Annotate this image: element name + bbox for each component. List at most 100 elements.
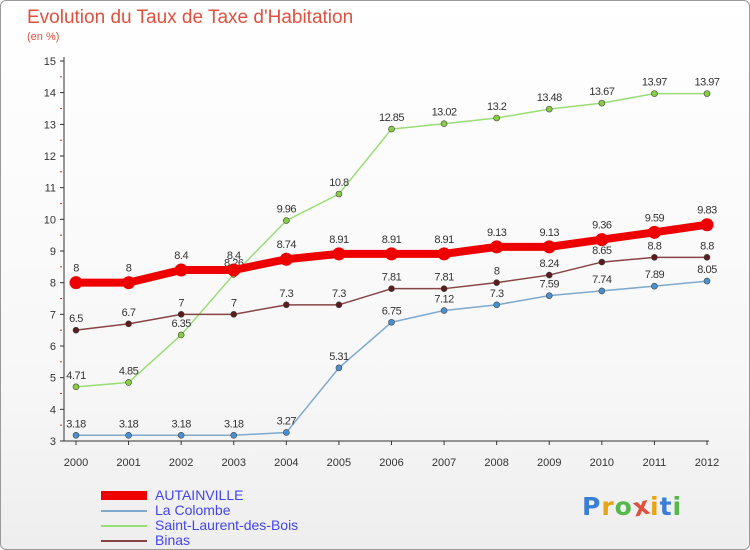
y-tick-label: 15 [44, 56, 56, 68]
data-label: 13.97 [642, 77, 667, 89]
data-point [125, 379, 132, 386]
x-tick-label: 2008 [484, 457, 508, 469]
x-tick-label: 2003 [222, 457, 246, 469]
data-label: 6.75 [382, 305, 402, 317]
data-label: 3.27 [277, 415, 297, 427]
logo-letter: P [582, 492, 602, 521]
x-tick-label: 2009 [537, 457, 561, 469]
data-label: 9.36 [592, 220, 612, 232]
chart-subtitle: (en %) [27, 31, 60, 43]
data-label: 9.13 [487, 227, 507, 239]
logo-letter: i [672, 492, 683, 521]
data-point [279, 252, 293, 266]
data-label: 4.71 [66, 370, 86, 382]
data-label: 7.81 [382, 272, 402, 284]
logo-letter: r [601, 492, 615, 521]
y-tick-label: 10 [44, 214, 56, 226]
data-label: 6.35 [171, 318, 191, 330]
data-label: 8.91 [329, 234, 349, 246]
legend-label: La Colombe [155, 502, 231, 518]
legend-item-autainville: AUTAINVILLE [101, 488, 298, 503]
x-tick-label: 2004 [274, 457, 298, 469]
data-point [651, 254, 658, 261]
legend-item-la-colombe: La Colombe [101, 503, 298, 518]
data-label: 3.18 [119, 418, 139, 430]
data-label: 6.7 [122, 307, 136, 319]
data-point [440, 285, 448, 292]
data-label: 7.74 [592, 274, 612, 286]
data-point [545, 292, 553, 299]
x-tick-label: 2005 [327, 457, 351, 469]
y-tick-label: 11 [45, 183, 56, 195]
data-label: 12.85 [379, 112, 404, 124]
data-label: 8 [494, 266, 500, 278]
y-tick-label: 6 [50, 341, 56, 353]
data-point [545, 271, 553, 279]
y-tick-label: 7 [50, 309, 56, 321]
x-tick-label: 2007 [432, 457, 456, 469]
data-point [440, 120, 448, 127]
data-point [440, 307, 448, 314]
data-point [542, 240, 556, 254]
data-point [177, 431, 185, 439]
data-label: 7.3 [490, 288, 504, 300]
logo-letter: t [659, 492, 673, 521]
data-point [437, 247, 451, 261]
data-point [700, 218, 714, 232]
data-point [283, 429, 290, 436]
data-point [174, 263, 188, 277]
data-label: 8 [126, 263, 132, 275]
data-point [595, 233, 609, 247]
legend-label: AUTAINVILLE [155, 487, 244, 503]
data-label: 7.12 [434, 294, 454, 306]
proxiti-logo: Proxiti [582, 491, 683, 523]
data-label: 8.8 [648, 240, 662, 252]
legend-swatch [101, 491, 147, 500]
data-point [230, 431, 238, 439]
data-label: 13.67 [589, 86, 614, 98]
x-tick-label: 2006 [379, 457, 403, 469]
data-point [493, 301, 500, 309]
y-tick-label: 9 [50, 246, 56, 258]
data-point [335, 364, 343, 372]
data-point [703, 277, 711, 285]
data-label: 13.02 [432, 107, 457, 119]
legend-swatch [101, 539, 147, 542]
data-label: 4.85 [119, 365, 139, 377]
data-point [332, 247, 346, 261]
data-label: 10.8 [329, 177, 349, 189]
legend-swatch [101, 509, 147, 512]
data-label: 9.13 [540, 227, 560, 239]
data-label: 13.97 [694, 77, 719, 89]
data-label: 3.18 [224, 418, 244, 430]
x-tick-label: 2012 [695, 457, 719, 469]
legend-swatch [101, 524, 147, 527]
x-tick-label: 2001 [116, 457, 140, 469]
data-point [177, 311, 185, 318]
data-point [703, 254, 711, 261]
data-point [598, 99, 606, 107]
data-label: 8.4 [174, 250, 188, 262]
data-label: 9.59 [645, 212, 665, 224]
data-label: 9.96 [277, 204, 297, 216]
data-point [490, 240, 504, 254]
data-point [125, 431, 132, 439]
data-label: 8.05 [697, 264, 717, 276]
legend: AUTAINVILLE La Colombe Saint-Laurent-des… [101, 488, 298, 548]
data-point [598, 258, 606, 266]
data-point [69, 276, 83, 290]
data-label: 9.83 [697, 205, 717, 217]
data-label: 7.59 [540, 279, 560, 291]
data-point [388, 285, 395, 292]
data-point [651, 282, 658, 290]
data-label: 13.48 [537, 92, 562, 104]
data-point [647, 225, 661, 239]
data-label: 8.8 [700, 240, 714, 252]
y-tick-label: 5 [50, 373, 56, 385]
data-point [177, 331, 185, 339]
data-point [493, 279, 500, 286]
data-point [335, 190, 343, 198]
data-point [72, 326, 80, 334]
